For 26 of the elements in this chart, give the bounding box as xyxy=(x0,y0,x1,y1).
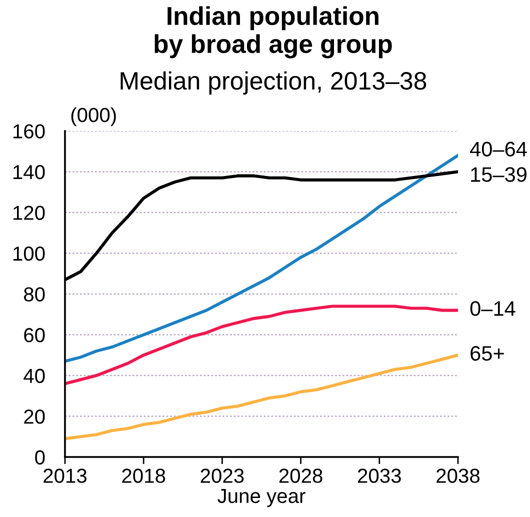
x-tick-label: 2013 xyxy=(44,468,86,483)
y-tick-label: 140 xyxy=(13,164,45,180)
y-tick-label: 60 xyxy=(24,328,45,342)
line-series xyxy=(64,154,458,363)
x-tick-label: 2018 xyxy=(122,468,166,483)
y-tick-label: 40 xyxy=(24,368,45,384)
y-tick-label: 0 xyxy=(35,450,45,465)
series-label: 40–64 xyxy=(470,142,527,156)
x-axis-title: June year xyxy=(218,489,306,508)
y-tick-label: 120 xyxy=(13,206,45,220)
y-tick-label: 100 xyxy=(13,246,45,261)
y-tick-label: 80 xyxy=(24,287,45,302)
y-tick-label: 20 xyxy=(24,410,45,424)
x-tick-label: 2023 xyxy=(200,468,244,483)
chart-title: Indian population by broad age group xyxy=(154,6,392,58)
y-tick-label: 160 xyxy=(13,124,45,139)
chart-subtitle: Median projection, 2013–38 xyxy=(120,71,426,95)
x-tick-label: 2038 xyxy=(436,468,480,483)
line-series xyxy=(64,304,458,386)
x-tick-label: 2033 xyxy=(358,468,401,483)
series-label: 15–39 xyxy=(471,167,526,182)
line-series xyxy=(64,354,458,440)
series-label: 65+ xyxy=(470,346,504,361)
y-axis-title: (000) xyxy=(71,107,116,126)
series-label: 0–14 xyxy=(470,301,516,316)
x-tick-label: 2028 xyxy=(279,468,322,483)
